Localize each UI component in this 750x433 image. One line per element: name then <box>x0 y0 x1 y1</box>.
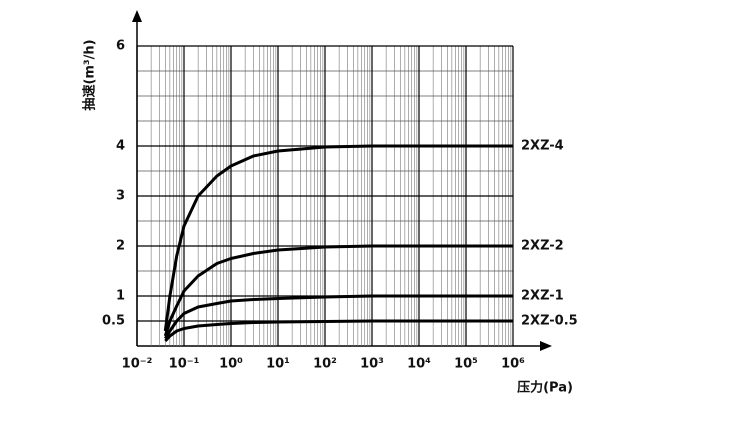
y-tick-label: 0.5 <box>102 314 125 329</box>
x-tick-label: 10⁵ <box>454 357 478 372</box>
x-tick-label: 10¹ <box>266 357 290 372</box>
series-line <box>164 294 513 340</box>
x-tick-label: 10⁻¹ <box>169 357 200 372</box>
y-tick-label: 6 <box>116 39 125 54</box>
x-arrow <box>540 341 552 351</box>
series-line <box>164 319 513 343</box>
y-axis-label: 抽速(m³/h) <box>82 39 98 110</box>
x-tick-label: 10⁻² <box>122 357 153 372</box>
y-arrow <box>132 10 142 22</box>
x-tick-label: 10⁰ <box>219 357 243 372</box>
x-tick-label: 10⁶ <box>501 357 525 372</box>
y-tick-label: 2 <box>116 239 125 254</box>
series-line <box>163 244 513 337</box>
y-tick-label: 3 <box>116 189 125 204</box>
x-axis-label: 压力(Pa) <box>517 380 573 396</box>
x-tick-label: 10³ <box>360 357 384 372</box>
x-tick-label: 10² <box>313 357 337 372</box>
y-tick-label: 4 <box>116 139 125 154</box>
series-line <box>163 144 513 332</box>
series-label: 2XZ-1 <box>521 289 564 304</box>
x-tick-label: 10⁴ <box>407 357 431 372</box>
series-label: 2XZ-4 <box>521 139 564 154</box>
y-tick-label: 1 <box>116 289 125 304</box>
series-label: 2XZ-0.5 <box>521 314 578 329</box>
series-label: 2XZ-2 <box>521 239 564 254</box>
